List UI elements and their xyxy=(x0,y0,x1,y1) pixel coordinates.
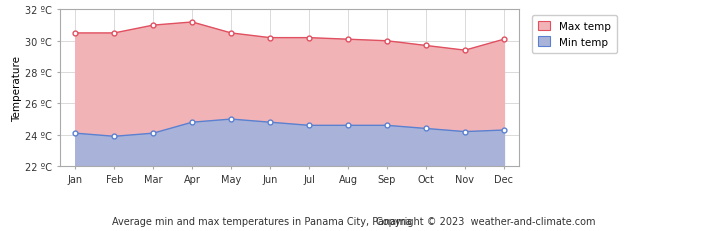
Text: Average min and max temperatures in Panama City, Panama: Average min and max temperatures in Pana… xyxy=(112,216,411,226)
Y-axis label: Temperature: Temperature xyxy=(12,55,22,121)
Text: Copyright © 2023  weather-and-climate.com: Copyright © 2023 weather-and-climate.com xyxy=(376,216,596,226)
Legend: Max temp, Min temp: Max temp, Min temp xyxy=(531,15,617,54)
